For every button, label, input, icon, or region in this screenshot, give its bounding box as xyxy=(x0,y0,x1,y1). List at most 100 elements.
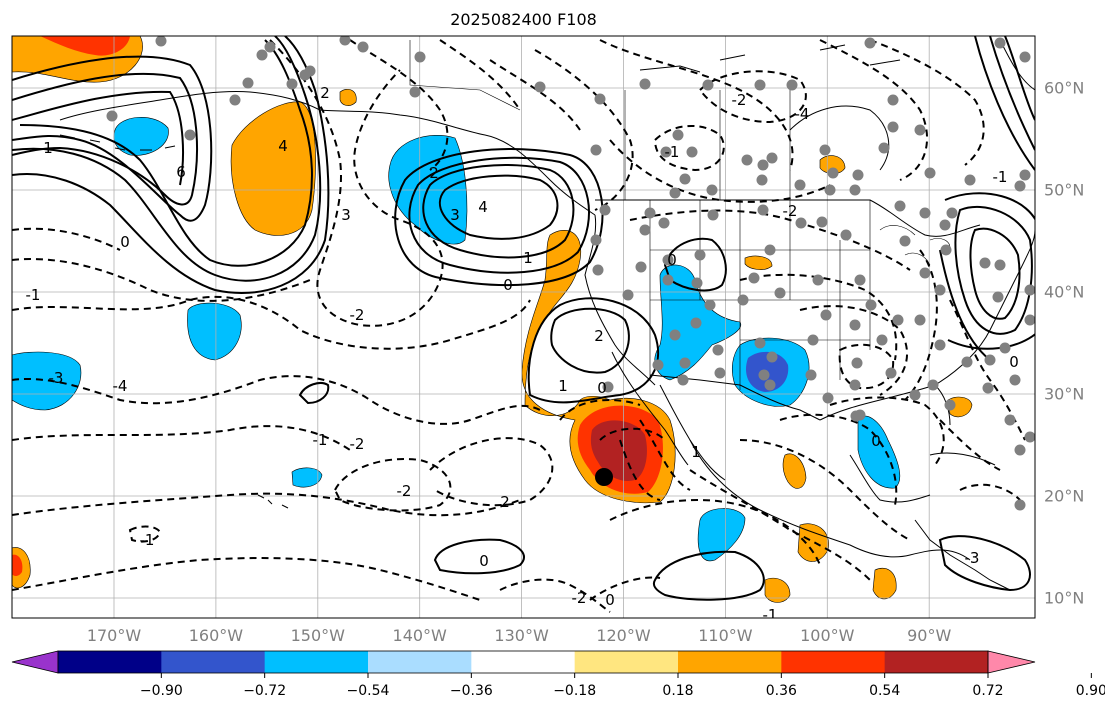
contour-label: 0 xyxy=(479,552,489,570)
contours-positive xyxy=(12,36,1035,601)
contour-label: -1 xyxy=(313,431,328,449)
station-dot xyxy=(712,344,724,356)
station-dot xyxy=(339,36,351,46)
station-dot xyxy=(885,367,897,379)
station-dot xyxy=(764,244,776,256)
station-dot xyxy=(679,357,691,369)
station-dot xyxy=(876,334,888,346)
station-dot xyxy=(714,367,726,379)
station-dot xyxy=(304,65,316,77)
alaska-coast xyxy=(59,91,596,216)
station-dots xyxy=(106,36,1035,511)
station-dot xyxy=(748,272,760,284)
hawaii-islands xyxy=(257,494,289,509)
contour-label: 0 xyxy=(120,233,130,251)
contour-label: 3 xyxy=(341,206,351,224)
station-dot xyxy=(812,274,824,286)
station-dot xyxy=(927,379,939,391)
anomaly-orange-mexico xyxy=(782,453,807,489)
station-dot xyxy=(852,169,864,181)
station-dot xyxy=(652,359,664,371)
contour-label: -1 xyxy=(993,168,1008,186)
contour-label: -2 xyxy=(350,435,365,453)
station-dot xyxy=(409,86,421,98)
contour-label: 2 xyxy=(500,493,510,511)
colorbar-extend-min xyxy=(11,650,59,674)
station-dot xyxy=(820,309,832,321)
contour-label: 0 xyxy=(667,251,677,269)
colorbar-tick-label: −0.18 xyxy=(553,683,597,699)
station-dot xyxy=(865,299,877,311)
station-dot xyxy=(894,200,906,212)
station-dot xyxy=(786,79,798,91)
contour-label: 4 xyxy=(278,137,288,155)
station-dot xyxy=(940,244,952,256)
contour-label: 0 xyxy=(1009,353,1019,371)
anomaly-orange-epac xyxy=(764,577,791,603)
station-dot xyxy=(737,294,749,306)
contour-label: 1 xyxy=(691,443,701,461)
station-dot xyxy=(864,37,876,49)
station-dot xyxy=(184,129,196,141)
longitude-label: 90°W xyxy=(907,626,952,645)
station-dot xyxy=(914,314,926,326)
longitude-label: 100°W xyxy=(800,626,855,645)
station-dot xyxy=(1024,284,1035,296)
station-dot xyxy=(979,257,991,269)
station-dot xyxy=(805,369,817,381)
contour-label: 1 xyxy=(523,249,533,267)
colorbar xyxy=(11,650,1092,678)
colorbar-tick-label: −0.72 xyxy=(243,683,287,699)
station-dot xyxy=(819,144,831,156)
station-dot xyxy=(994,259,1006,271)
colorbar-segment xyxy=(574,651,679,673)
cuba xyxy=(929,452,996,466)
station-dot xyxy=(639,78,651,90)
station-dot xyxy=(840,229,852,241)
location-marker xyxy=(595,468,613,486)
anomaly-red-nw xyxy=(40,36,130,56)
latitude-label: 50°N xyxy=(1044,180,1085,200)
colorbar-tick-label: 0.90 xyxy=(1075,683,1105,699)
contour-label: 6 xyxy=(176,163,186,181)
colorbar-segment xyxy=(161,651,266,673)
latitude-label: 30°N xyxy=(1044,384,1085,404)
station-dot xyxy=(892,314,904,326)
station-dot xyxy=(1024,431,1035,443)
station-dot xyxy=(827,167,839,179)
station-dot xyxy=(851,357,863,369)
station-dot xyxy=(794,179,806,191)
station-dot xyxy=(669,329,681,341)
station-dot xyxy=(899,235,911,247)
station-dot xyxy=(106,110,118,122)
central-america xyxy=(914,519,1011,591)
station-dot xyxy=(758,369,770,381)
station-dot xyxy=(816,216,828,228)
station-dot xyxy=(849,184,861,196)
contours-dashed xyxy=(12,39,1026,613)
canada-border xyxy=(595,199,981,237)
station-dot xyxy=(849,379,861,391)
contour-label: -1 xyxy=(140,531,155,549)
anomaly-orange-canada xyxy=(819,155,846,174)
contour-label: -2 xyxy=(732,91,747,109)
station-dot xyxy=(1019,169,1031,181)
anomaly-blue-gulf xyxy=(857,415,901,489)
contour-label: -2 xyxy=(350,306,365,324)
station-dot xyxy=(766,351,778,363)
station-dot xyxy=(944,399,956,411)
colorbar-tick-label: −0.54 xyxy=(346,683,390,699)
station-dot xyxy=(934,284,946,296)
latitude-label: 20°N xyxy=(1044,486,1085,506)
station-dot xyxy=(660,146,672,158)
arctic-islands xyxy=(639,44,901,73)
station-dot xyxy=(756,174,768,186)
station-dot xyxy=(1004,414,1016,426)
station-dot xyxy=(854,274,866,286)
station-dot xyxy=(850,410,862,422)
contour-label: -1 xyxy=(763,606,778,624)
contour-label: 2 xyxy=(320,84,330,102)
colorbar-segment xyxy=(884,651,989,673)
station-dot xyxy=(774,287,786,299)
